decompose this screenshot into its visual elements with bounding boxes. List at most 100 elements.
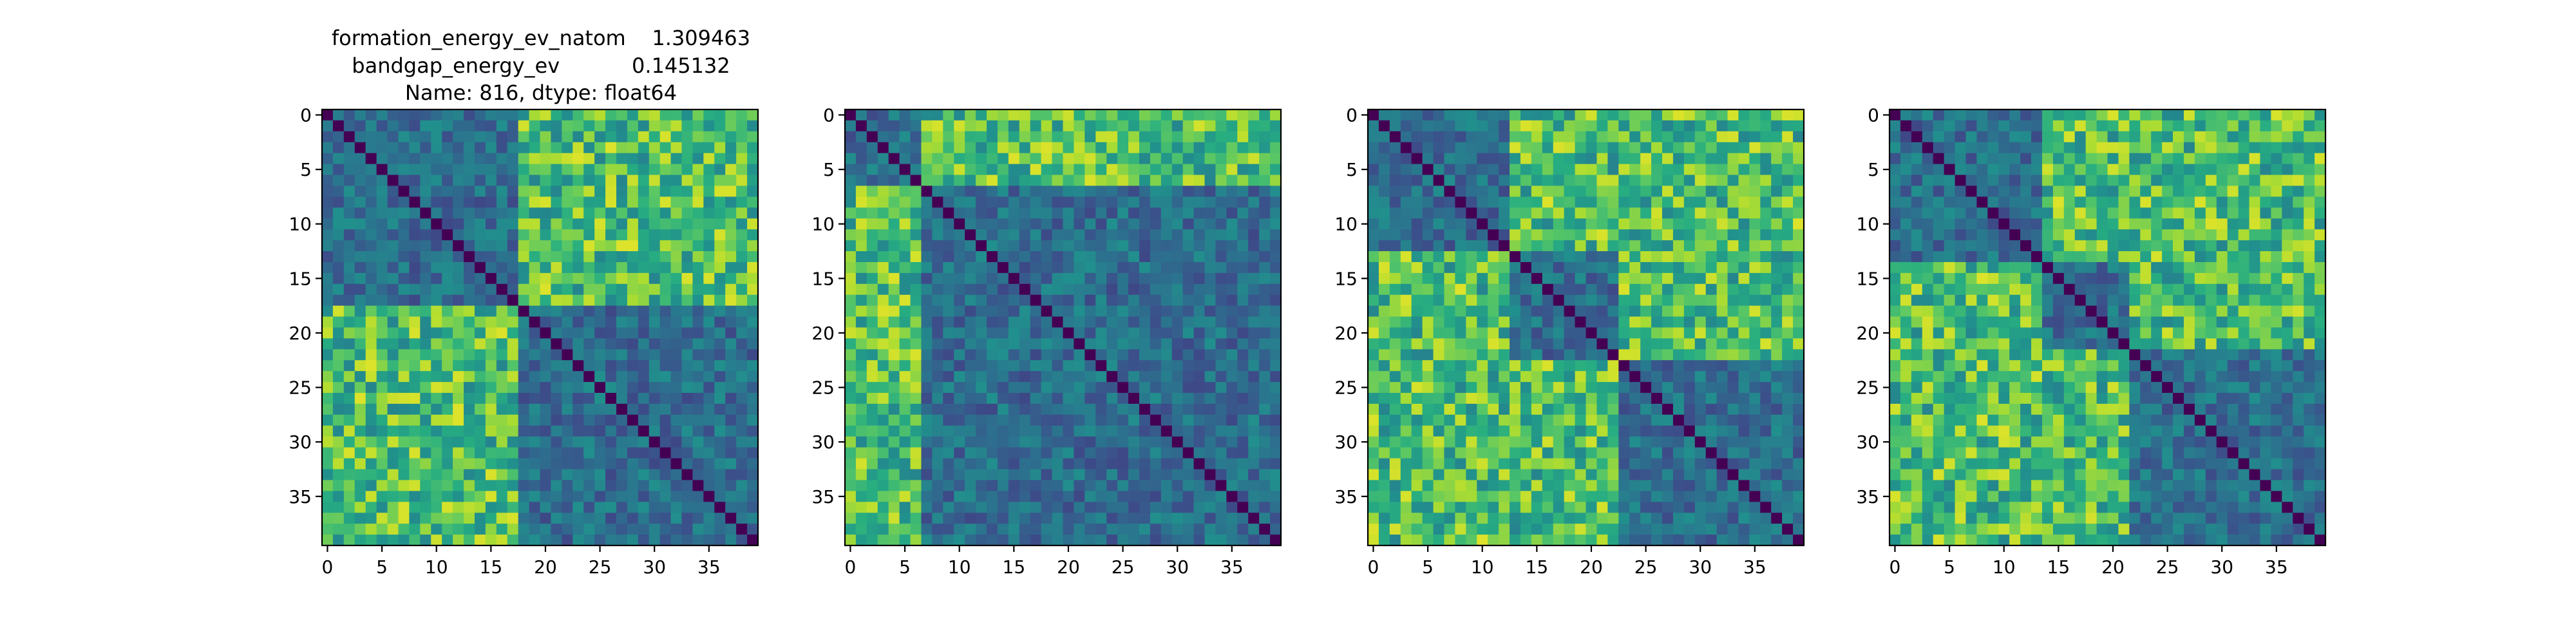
heatmap-cell [376,251,388,263]
heatmap-cell [659,305,672,317]
heatmap-cell [1553,535,1565,546]
heatmap-cell [1586,109,1598,121]
heatmap-cell [616,327,628,339]
heatmap-cell [1160,414,1173,426]
heatmap-cell [332,175,345,187]
heatmap-cell [496,175,508,187]
heatmap-cell [976,294,987,307]
heatmap-cell [627,382,639,393]
heatmap-cell [1477,153,1488,165]
heatmap-cell [1389,447,1401,459]
heatmap-cell [747,240,759,252]
heatmap-cell [943,218,954,230]
heatmap-cell [954,218,965,230]
heatmap-cell [1455,120,1466,132]
heatmap-cell [1259,316,1271,328]
heatmap-cell [562,469,573,481]
heatmap-cell [997,131,1009,143]
heatmap-cell [1586,261,1598,274]
heatmap-cell [1651,196,1663,208]
heatmap-cell [1771,164,1783,176]
heatmap-cell [736,414,748,426]
heatmap-cell [485,458,497,470]
heatmap-cell [518,393,530,404]
heatmap-cell [910,458,922,470]
heatmap-cell [1738,338,1750,350]
heatmap-cell [681,251,694,263]
heatmap-cell [899,425,911,437]
heatmap-cell [1019,349,1031,361]
heatmap-cell [1618,425,1630,437]
heatmap-cell [540,414,552,426]
heatmap-cell [1640,524,1652,535]
heatmap-cell [1160,469,1173,481]
heatmap-cell [1270,305,1282,317]
heatmap-cell [1171,218,1184,230]
heatmap-cell [932,360,943,372]
heatmap-cell [1510,218,1521,230]
heatmap-cell [605,535,617,546]
heatmap-cell [562,283,573,296]
heatmap-cell [692,251,704,263]
heatmap-cell [845,261,857,274]
heatmap-cell [420,207,431,219]
heatmap-cell [453,403,464,415]
axes-frame [844,108,1282,547]
heatmap-cell [1433,436,1445,448]
heatmap-cell [627,535,639,546]
heatmap-cell [997,164,1009,176]
heatmap-cell [1160,185,1173,198]
heatmap-cell [1466,447,1477,459]
heatmap-cell [1270,240,1282,252]
heatmap-cell [409,403,421,415]
heatmap-cell [1694,469,1707,481]
heatmap-cell [1488,349,1499,361]
heatmap-cell [1019,480,1031,491]
heatmap-cell [1575,513,1587,524]
heatmap-cell [1008,164,1020,176]
heatmap-cell [1499,229,1510,241]
heatmap-cell [605,316,617,328]
heatmap-cell [431,447,442,459]
heatmap-cell [540,393,552,404]
heatmap-cell [1193,425,1206,437]
heatmap-cell [376,153,388,165]
heatmap-cell [1542,414,1554,426]
heatmap-cell [1542,196,1554,208]
heatmap-cell [343,371,355,383]
heatmap-cell [1596,283,1608,296]
heatmap-cell [1259,153,1271,165]
heatmap-cell [703,393,715,404]
heatmap-cell [1215,272,1227,285]
heatmap-cell [910,436,922,448]
heatmap-cell [365,109,377,121]
heatmap-cell [703,283,715,296]
heatmap-cell [932,305,943,317]
heatmap-cell [1259,447,1271,459]
heatmap-cell [1455,251,1466,263]
heatmap-cell [987,513,998,524]
heatmap-cell [518,535,530,546]
heatmap-cell [845,414,857,426]
x-tick-label: 25 [589,556,612,578]
heatmap-cell [1488,403,1499,415]
heatmap-cell [1215,480,1227,491]
heatmap-cell [562,425,573,437]
heatmap-cell [398,535,410,546]
heatmap-cell [2020,120,2032,132]
heatmap-cell [987,229,998,241]
heatmap-cell [1411,458,1423,470]
heatmap-cell [997,283,1009,296]
heatmap-cell [1259,524,1271,535]
heatmap-cell [1128,175,1140,187]
heatmap-cell [1433,261,1445,274]
heatmap-cell [1629,164,1641,176]
heatmap-cell [616,393,628,404]
heatmap-cell [1596,109,1608,121]
heatmap-cell [1542,447,1554,459]
heatmap-cell [1510,283,1521,296]
heatmap-cell [1008,403,1020,415]
heatmap-cell [1455,393,1466,404]
heatmap-cell [1411,185,1423,198]
heatmap-cell [703,338,715,350]
